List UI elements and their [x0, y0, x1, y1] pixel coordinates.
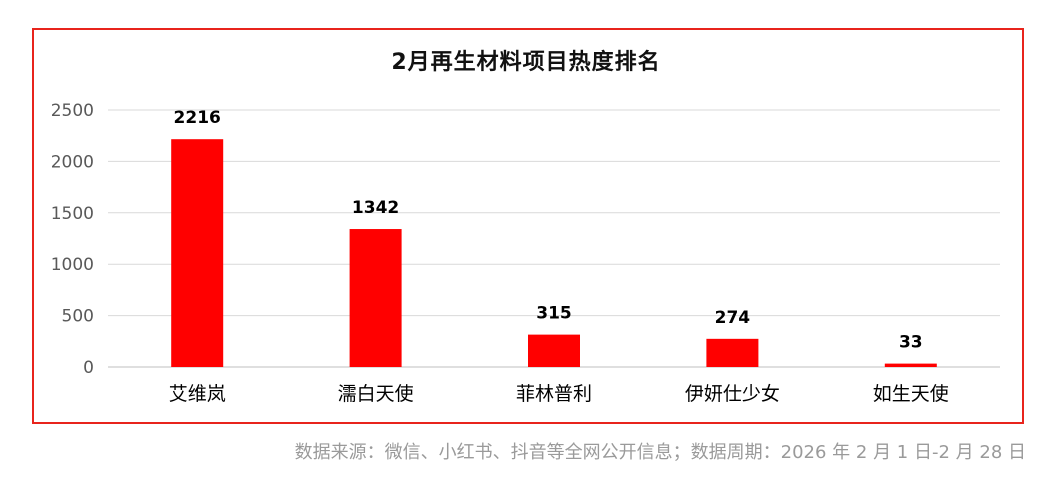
x-tick-label: 菲林普利 — [516, 383, 592, 405]
data-label: 33 — [899, 333, 923, 353]
bar — [528, 334, 580, 367]
y-tick-label: 500 — [62, 307, 94, 327]
data-label: 274 — [715, 308, 751, 328]
data-label: 315 — [536, 304, 572, 324]
y-tick-label: 1000 — [51, 255, 94, 275]
y-tick-label: 2000 — [51, 152, 94, 172]
y-tick-label: 0 — [83, 358, 94, 378]
bar — [884, 363, 937, 367]
x-tick-label: 如生天使 — [873, 383, 949, 405]
bar — [171, 139, 224, 367]
data-label: 1342 — [352, 198, 399, 218]
bar — [706, 338, 759, 367]
y-tick-label: 2500 — [51, 101, 94, 121]
source-note: 数据来源：微信、小红书、抖音等全网公开信息；数据周期：2026 年 2 月 1 … — [294, 442, 1026, 463]
chart-title: 2月再生材料项目热度排名 — [391, 50, 661, 75]
x-tick-label: 艾维岚 — [169, 383, 226, 405]
bar — [349, 229, 402, 367]
y-tick-label: 1500 — [51, 204, 94, 224]
data-label: 2216 — [174, 108, 221, 128]
x-tick-label: 伊妍仕少女 — [685, 383, 780, 405]
x-tick-label: 濡白天使 — [338, 383, 414, 405]
